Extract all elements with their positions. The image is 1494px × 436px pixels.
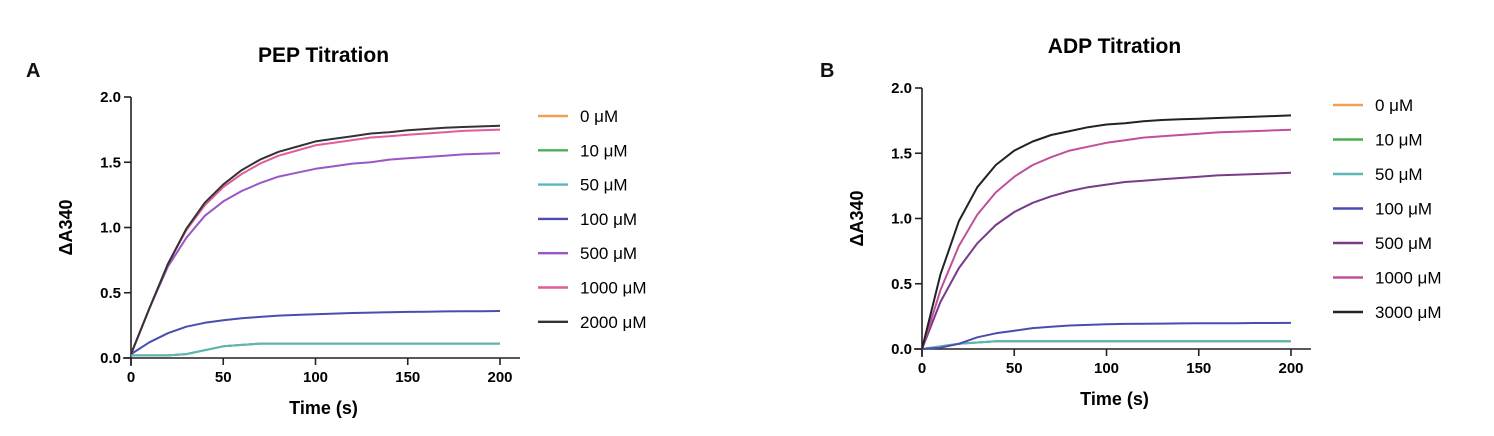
series-line-3: [131, 342, 500, 357]
x-tick-label: 100: [303, 369, 328, 386]
series-line-5: [130, 152, 501, 355]
x-tick-label: 150: [1186, 360, 1211, 377]
y-axis-label: ΔA340: [847, 191, 867, 247]
legend-entry: 1000 μM: [1375, 269, 1442, 288]
x-tick-label: 100: [1094, 360, 1119, 377]
y-tick-label: 1.0: [891, 211, 912, 228]
legend-entry: 100 μM: [580, 210, 637, 229]
series-line-5: [921, 171, 1292, 350]
series-line-3: [921, 340, 1291, 350]
legend-entry: 10 μM: [580, 141, 628, 160]
panel-letter: A: [26, 60, 41, 82]
chart-b-svg: ADP Titration 0.0 0.5 1.0 1.5 2.0 0 50 100 150 200…: [847, 35, 1442, 409]
series-line-7: [921, 114, 1292, 350]
y-tick-label: 0.5: [891, 276, 912, 293]
y-tick-label: 0.0: [100, 350, 121, 367]
y-tick-label: 0.0: [891, 341, 912, 358]
x-tick-label: 0: [918, 360, 926, 377]
legend-entry: 10 μM: [1375, 131, 1423, 150]
series-line-4: [921, 321, 1292, 350]
series-line-7: [130, 124, 501, 355]
series-line-6: [921, 128, 1292, 350]
legend-entry: 500 μM: [1375, 234, 1432, 253]
x-axis-label: Time (s): [1080, 389, 1149, 409]
x-tick-label: 200: [1278, 360, 1303, 377]
x-tick-label: 50: [215, 369, 232, 386]
chart-panel-b: B ADP Titration 0.0 0.5 1.0 1.5 2.0 0 50 100 150 2…: [760, 0, 1494, 436]
legend-entry: 3000 μM: [1375, 303, 1442, 322]
chart-title: ADP Titration: [1048, 35, 1181, 58]
chart-title: PEP Titration: [258, 44, 389, 67]
y-axis-label: ΔA340: [56, 200, 76, 256]
x-tick-label: 0: [127, 369, 135, 386]
legend-entry: 100 μM: [1375, 200, 1432, 219]
series-line-6: [130, 128, 501, 355]
legend-entry: 2000 μM: [580, 313, 647, 332]
legend-entry: 50 μM: [1375, 165, 1423, 184]
panel-letter: B: [820, 60, 835, 82]
chart-panel-a: A PEP Titration 0.0 0.5 1.0 1.5 2.0 0 50 100 150 2…: [0, 0, 740, 436]
x-axis-label: Time (s): [289, 398, 358, 418]
x-tick-label: 150: [395, 369, 420, 386]
y-tick-label: 2.0: [891, 80, 912, 97]
legend-entry: 0 μM: [580, 107, 618, 126]
chart-a-svg: PEP Titration 0.0 0.5 1.0 1.5 2.0 0 50 100 150 200…: [56, 44, 647, 418]
legend-entry: 500 μM: [580, 244, 637, 263]
y-tick-label: 1.5: [891, 145, 912, 162]
legend-entry: 0 μM: [1375, 96, 1413, 115]
y-tick-label: 1.5: [100, 154, 121, 171]
x-tick-label: 200: [487, 369, 512, 386]
series-line-4: [130, 310, 501, 355]
legend-entry: 50 μM: [580, 176, 628, 195]
legend-entry: 1000 μM: [580, 279, 647, 298]
y-tick-label: 0.5: [100, 285, 121, 302]
x-tick-label: 50: [1006, 360, 1023, 377]
y-tick-label: 1.0: [100, 220, 121, 237]
y-tick-label: 2.0: [100, 89, 121, 106]
